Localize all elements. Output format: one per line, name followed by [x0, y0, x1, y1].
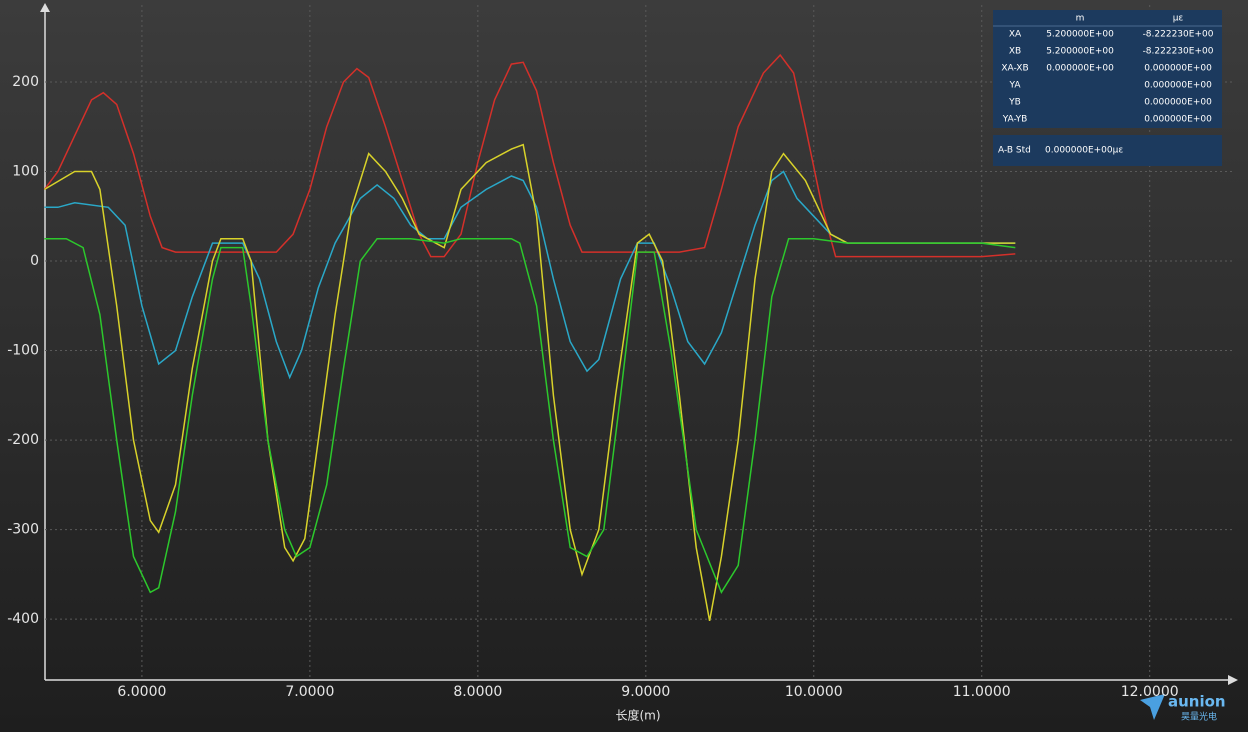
y-tick-label: -400: [7, 611, 39, 627]
panel-cell: 0.000000E+00: [1144, 115, 1212, 125]
panel-cell: 0.000000E+00: [1144, 98, 1212, 108]
panel-cell: -8.222230E+00: [1143, 47, 1214, 57]
logo-name: aunion: [1168, 693, 1226, 711]
panel-cell: XB: [1009, 47, 1021, 57]
x-tick-label: 6.0000: [117, 684, 166, 700]
std-panel: [993, 135, 1222, 166]
panel-cell: YA: [1009, 81, 1022, 91]
panel-cell: YB: [1008, 98, 1021, 108]
x-tick-label: 12.0000: [1121, 684, 1179, 700]
y-tick-label: 100: [12, 164, 39, 180]
plot: [43, 5, 1232, 680]
x-arrow: [1228, 675, 1238, 685]
std-value: 0.000000E+00με: [1045, 146, 1123, 156]
panel-cell: YA-YB: [1002, 115, 1028, 125]
y-tick-label: 200: [12, 74, 39, 90]
logo-subtitle: 昊量光电: [1181, 711, 1217, 723]
x-tick-label: 8.0000: [453, 684, 502, 700]
x-tick-label: 7.0000: [285, 684, 334, 700]
y-tick-label: 0: [30, 253, 39, 269]
panel-cell: XA: [1009, 30, 1022, 40]
y-arrow: [40, 3, 50, 12]
x-tick-label: 10.0000: [785, 684, 843, 700]
panel-cell: 0.000000E+00: [1046, 64, 1114, 74]
series-line: [44, 237, 1016, 594]
panel-cell: 0.000000E+00: [1144, 64, 1212, 74]
x-axis-title: 长度(m): [615, 708, 660, 723]
panel-cell: XA-XB: [1001, 64, 1028, 74]
x-tick-label: 9.0000: [621, 684, 670, 700]
y-tick-label: -300: [7, 522, 39, 538]
series-line: [44, 170, 1016, 380]
series-line: [44, 143, 1016, 622]
y-tick-label: -100: [7, 343, 39, 359]
panel-cell: 5.200000E+00: [1046, 30, 1114, 40]
x-tick-label: 11.0000: [953, 684, 1011, 700]
y-tick-label: -200: [7, 432, 39, 448]
logo-icon: [1140, 694, 1165, 720]
series-line: [43, 53, 1016, 258]
panel-header: m: [1076, 14, 1085, 24]
panel-cell: 5.200000E+00: [1046, 47, 1114, 57]
panel-cell: 0.000000E+00: [1144, 81, 1212, 91]
panel-header: με: [1173, 14, 1184, 24]
std-label: A-B Std: [998, 146, 1031, 156]
panel-cell: -8.222230E+00: [1143, 30, 1214, 40]
info-panel: [993, 10, 1222, 128]
